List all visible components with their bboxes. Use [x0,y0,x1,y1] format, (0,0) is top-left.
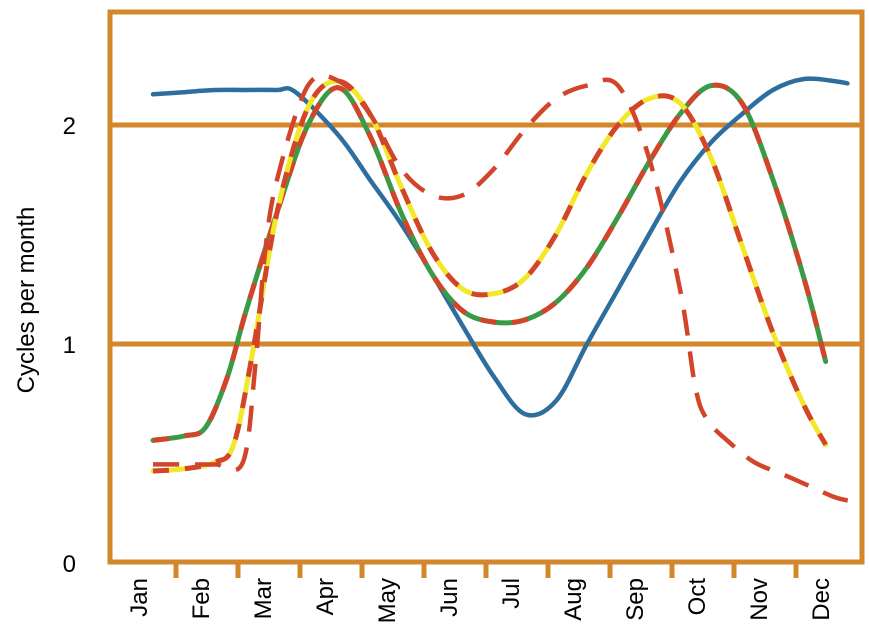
x-tick-label-jul: Jul [498,578,525,609]
x-tick-label-feb: Feb [188,578,215,619]
y-tick-label: 2 [63,113,76,140]
y-tick-label: 0 [63,551,76,578]
y-axis-label: Cycles per month [13,207,40,394]
x-tick-label-aug: Aug [560,578,587,621]
x-tick-labels: Jan Feb Mar Apr May Jun Jul Aug Sep Oct Nov Dec [126,578,835,624]
series-line-2-base [150,78,829,474]
x-tick-label-jun: Jun [436,578,463,617]
series-line-3 [153,73,855,504]
y-tick-label: 1 [63,332,76,359]
x-tick-label-sep: Sep [622,578,649,621]
y-tick-labels: 0 1 2 [63,113,76,578]
grid-layer [110,122,862,347]
x-tick-label-dec: Dec [808,578,835,621]
series-line-2-stripe [152,78,828,474]
series-line-0 [150,76,850,418]
x-tick-label-may: May [374,578,401,623]
plot-frame [107,9,865,565]
frame-layer [107,9,865,578]
x-tick-label-oct: Oct [684,578,711,616]
series-line-1-base [150,82,829,443]
x-tick-label-nov: Nov [746,578,773,621]
series-layer [150,73,855,504]
x-tick-label-mar: Mar [250,578,277,619]
x-tick-label-jan: Jan [126,578,153,617]
x-tick-label-apr: Apr [312,578,339,615]
